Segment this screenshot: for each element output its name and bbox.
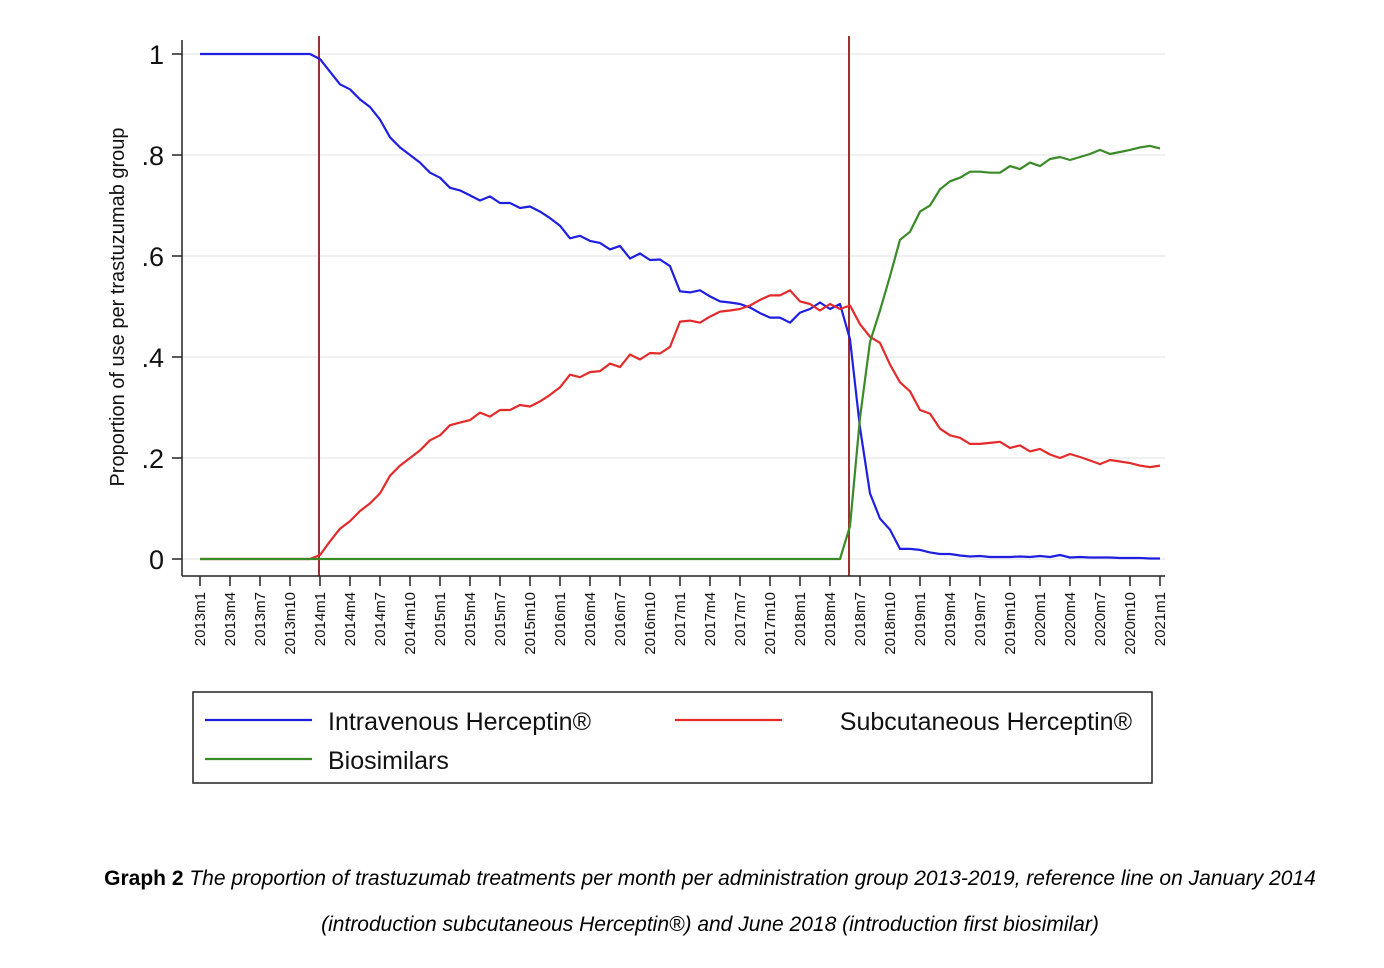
- x-tick-label: 2014m7: [372, 592, 389, 646]
- y-axis-label: Proportion of use per trastuzumab group: [107, 127, 129, 486]
- line-chart: 0 .2 .4 .6 .8 1 2013m1 2013m4 2013m7 2013m10 2014m…: [107, 36, 1169, 784]
- axes: 0 .2 .4 .6 .8 1 2013m1 2013m4 2013m7 2013m10 2014m…: [141, 40, 1169, 655]
- y-tick-label: .8: [141, 141, 164, 171]
- x-tick-label: 2017m10: [762, 592, 779, 655]
- y-tick-label: 1: [149, 40, 164, 70]
- x-tick-label: 2020m4: [1062, 592, 1079, 646]
- caption-label: Graph 2: [104, 867, 184, 890]
- x-tick-label: 2016m10: [642, 592, 659, 655]
- x-tick-label: 2016m7: [612, 592, 629, 646]
- y-tick-label: 0: [149, 545, 164, 575]
- x-tick-label: 2013m1: [192, 592, 209, 646]
- series-line: [200, 289, 1161, 561]
- x-tick-label: 2013m4: [222, 592, 239, 646]
- figure-caption: Graph 2 The proportion of trastuzumab tr…: [60, 856, 1360, 948]
- x-tick-label: 2019m10: [1002, 592, 1019, 655]
- x-tick-label: 2018m10: [882, 592, 899, 655]
- x-tick-label: 2015m7: [492, 592, 509, 646]
- x-tick-label: 2013m7: [252, 592, 269, 646]
- x-tick-label: 2016m1: [552, 592, 569, 646]
- series-line: [200, 52, 1160, 560]
- legend-label: Intravenous Herceptin®: [328, 708, 592, 736]
- x-tick-label: 2019m1: [912, 592, 929, 646]
- x-tick-label: 2014m1: [312, 592, 329, 646]
- x-tick-label: 2018m1: [792, 592, 809, 646]
- x-tick-label: 2015m10: [522, 592, 539, 655]
- x-tick-label: 2017m4: [702, 592, 719, 646]
- legend: Intravenous Herceptin® Subcutaneous Herce…: [192, 691, 1153, 784]
- y-tick-label: .2: [141, 444, 164, 474]
- y-tick-label: .4: [141, 343, 164, 373]
- x-tick-label: 2020m7: [1092, 592, 1109, 646]
- x-tick-label: 2020m10: [1122, 592, 1139, 655]
- x-tick-label: 2018m4: [822, 592, 839, 646]
- legend-label: Biosimilars: [328, 747, 449, 775]
- x-tick-label: 2014m4: [342, 592, 359, 646]
- x-tick-label: 2018m7: [852, 592, 869, 646]
- x-tick-label: 2015m4: [462, 592, 479, 646]
- series-lines: [200, 52, 1161, 561]
- x-tick-label: 2019m7: [972, 592, 989, 646]
- gridlines: [182, 53, 1165, 560]
- x-tick-label: 2014m10: [402, 592, 419, 655]
- x-tick-label: 2019m4: [942, 592, 959, 646]
- legend-label: Subcutaneous Herceptin®: [840, 708, 1133, 736]
- x-tick-label: 2015m1: [432, 592, 449, 646]
- x-tick-label: 2016m4: [582, 592, 599, 646]
- x-tick-label: 2017m7: [732, 592, 749, 646]
- x-tick-label: 2021m1: [1152, 592, 1169, 646]
- x-tick-label: 2013m10: [282, 592, 299, 655]
- caption-text: The proportion of trastuzumab treatments…: [189, 867, 1316, 936]
- x-tick-label: 2020m1: [1032, 592, 1049, 646]
- x-tick-label: 2017m1: [672, 592, 689, 646]
- series-line: [200, 144, 1161, 561]
- legend-frame: [192, 691, 1153, 784]
- reference-lines: [318, 36, 850, 576]
- y-tick-label: .6: [141, 242, 164, 272]
